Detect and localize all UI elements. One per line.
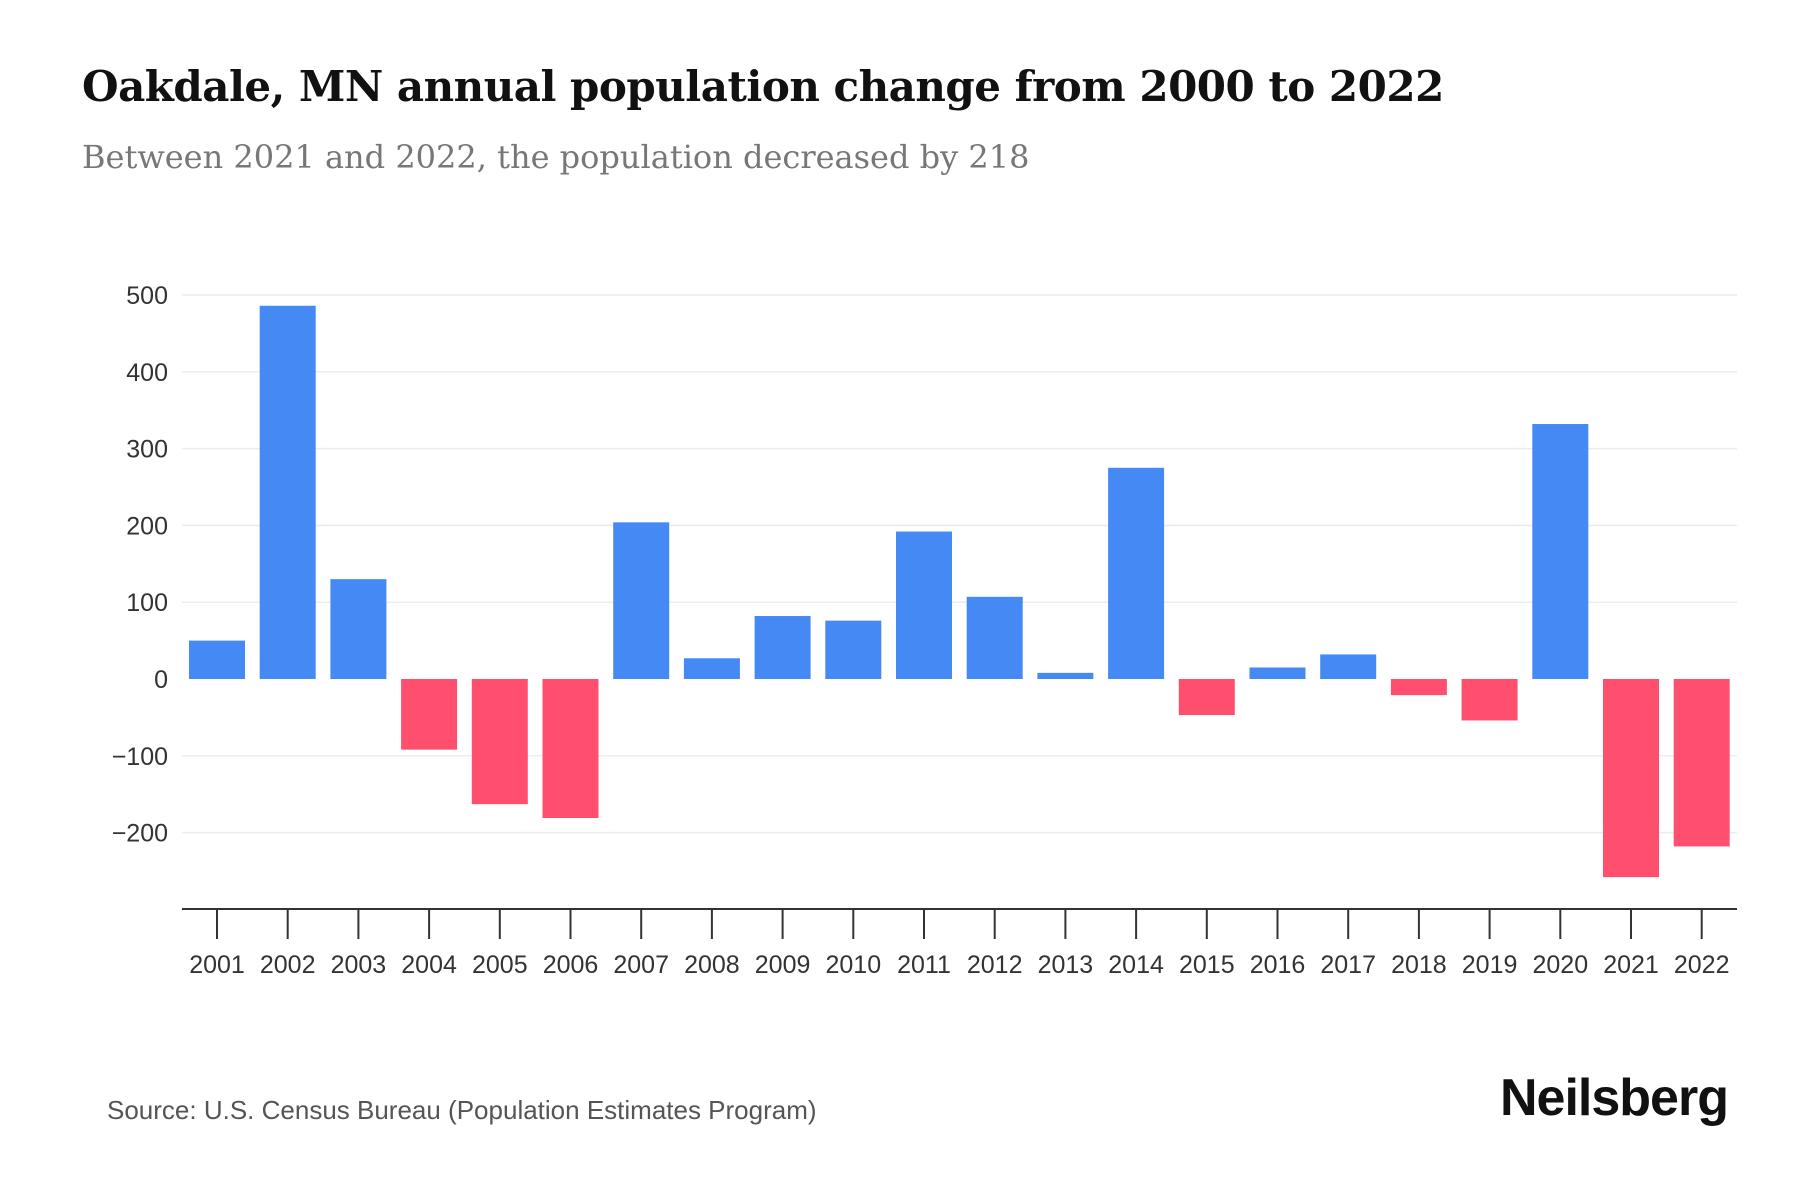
chart-title: Oakdale, MN annual population change fro…	[82, 62, 1444, 111]
bar-2003	[330, 579, 387, 679]
bar-2014	[1108, 467, 1165, 679]
bar-2007	[613, 522, 670, 679]
bar-2017	[1320, 654, 1377, 679]
y-tick-label: 200	[126, 512, 168, 540]
x-tick-label: 2019	[1462, 951, 1518, 979]
x-tick-label: 2020	[1532, 951, 1588, 979]
bar-2002	[259, 305, 316, 679]
x-tick-label: 2015	[1179, 951, 1235, 979]
bar-2012	[966, 596, 1023, 679]
x-tick-label: 2013	[1038, 951, 1094, 979]
x-tick-label: 2008	[684, 951, 740, 979]
source-note: Source: U.S. Census Bureau (Population E…	[107, 1095, 817, 1125]
x-tick-label: 2007	[613, 951, 669, 979]
x-tick-label: 2004	[401, 951, 457, 979]
bar-2013	[1037, 672, 1094, 679]
neilsberg-logo: Neilsberg	[1500, 1069, 1729, 1127]
y-tick-label: −100	[112, 743, 168, 771]
y-tick-label: 0	[154, 666, 168, 694]
bar-2010	[825, 620, 882, 679]
x-tick-label: 2009	[755, 951, 811, 979]
bar-2009	[754, 616, 811, 679]
bar-2005	[471, 679, 528, 805]
bar-2019	[1461, 679, 1518, 721]
bar-2015	[1178, 679, 1235, 716]
x-tick-label: 2014	[1108, 951, 1164, 979]
bar-2001	[189, 640, 245, 679]
x-tick-label: 2006	[543, 951, 599, 979]
y-tick-label: 300	[126, 436, 168, 464]
y-tick-label: 500	[126, 282, 168, 310]
bar-2008	[683, 658, 740, 679]
bar-2022	[1673, 679, 1730, 847]
y-tick-label: 400	[126, 359, 168, 387]
bar-2011	[896, 531, 952, 679]
x-tick-label: 2018	[1391, 951, 1447, 979]
chart-subtitle: Between 2021 and 2022, the population de…	[82, 138, 1030, 176]
x-tick-label: 2017	[1320, 951, 1376, 979]
y-tick-label: −200	[112, 820, 168, 848]
x-tick-label: 2010	[825, 951, 881, 979]
x-tick-label: 2005	[472, 951, 528, 979]
x-tick-label: 2021	[1603, 951, 1659, 979]
bar-2016	[1249, 667, 1306, 679]
x-tick-label: 2001	[189, 951, 245, 979]
bar-2020	[1532, 424, 1589, 679]
x-tick-label: 2003	[331, 951, 387, 979]
bar-2021	[1603, 679, 1659, 878]
x-tick-label: 2016	[1250, 951, 1306, 979]
bar-2006	[542, 679, 599, 819]
x-tick-label: 2011	[897, 951, 951, 979]
y-tick-label: 100	[126, 589, 168, 617]
bar-2004	[401, 679, 458, 750]
bar-2018	[1390, 679, 1447, 696]
x-tick-label: 2012	[967, 951, 1023, 979]
x-tick-label: 2022	[1674, 951, 1730, 979]
x-tick-label: 2002	[260, 951, 316, 979]
